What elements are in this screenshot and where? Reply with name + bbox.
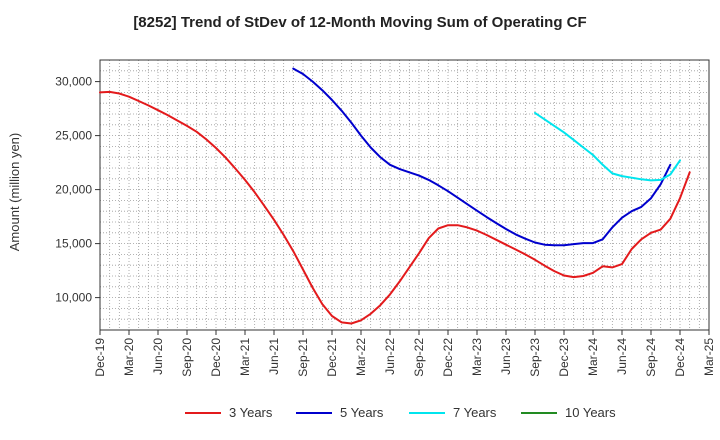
x-tick-label: Dec-21 xyxy=(325,338,339,377)
legend-swatch xyxy=(296,411,332,414)
legend-item-5-years: 5 Years xyxy=(296,405,383,420)
chart-title: [8252] Trend of StDev of 12-Month Moving… xyxy=(133,14,587,31)
y-tick-label: 15,000 xyxy=(55,237,92,251)
x-tick-label: Mar-23 xyxy=(470,338,484,376)
series-line-7-years xyxy=(534,111,681,182)
legend-label: 10 Years xyxy=(565,405,616,420)
x-tick-label: Sep-20 xyxy=(180,338,194,377)
x-tick-label: Sep-24 xyxy=(644,338,658,377)
y-tick-label: 20,000 xyxy=(55,183,92,197)
series-line-3-years xyxy=(99,90,691,325)
legend-item-10-years: 10 Years xyxy=(521,405,616,420)
x-tick-label: Jun-22 xyxy=(383,338,397,375)
x-tick-label: Dec-19 xyxy=(93,338,107,377)
legend-swatch xyxy=(185,411,221,414)
x-tick-label: Dec-23 xyxy=(557,338,571,377)
x-tick-label: Mar-24 xyxy=(586,338,600,376)
x-tick-label: Jun-23 xyxy=(499,338,513,375)
legend: 3 Years 5 Years 7 Years 10 Years xyxy=(0,405,720,427)
x-tick-label: Mar-20 xyxy=(122,338,136,376)
legend-item-7-years: 7 Years xyxy=(409,405,496,420)
y-tick-label: 10,000 xyxy=(55,291,92,305)
x-tick-label: Jun-24 xyxy=(615,338,629,375)
x-tick-label: Sep-22 xyxy=(412,338,426,377)
x-tick-label: Mar-22 xyxy=(354,338,368,376)
x-tick-label: Sep-23 xyxy=(528,338,542,377)
x-tick-label: Sep-21 xyxy=(296,338,310,377)
plot-background xyxy=(100,60,709,330)
series-lines xyxy=(99,67,691,325)
legend-label: 3 Years xyxy=(229,405,273,420)
y-axis-title: Amount (million yen) xyxy=(7,133,22,252)
x-tick-label: Dec-22 xyxy=(441,338,455,377)
legend-swatch xyxy=(409,411,445,414)
legend-label: 5 Years xyxy=(340,405,384,420)
y-tick-label: 30,000 xyxy=(55,75,92,89)
series-line-5-years xyxy=(292,67,672,247)
legend-swatch xyxy=(521,411,557,414)
plot-frame xyxy=(99,59,710,331)
x-tick-label: Jun-21 xyxy=(267,338,281,375)
x-axis: Dec-19 Mar-20 Jun-20 Sep-20 Dec-20 Mar-21 Jun-… xyxy=(93,330,716,377)
x-tick-label: Jun-20 xyxy=(151,338,165,375)
x-tick-label: Dec-20 xyxy=(209,338,223,377)
x-tick-label: Mar-21 xyxy=(238,338,252,376)
y-axis: 10,000 15,000 20,000 25,000 30,000 xyxy=(55,75,100,305)
x-tick-label: Dec-24 xyxy=(673,338,687,377)
y-tick-label: 25,000 xyxy=(55,129,92,143)
legend-label: 7 Years xyxy=(453,405,497,420)
legend-item-3-years: 3 Years xyxy=(185,405,272,420)
grid xyxy=(100,60,709,330)
x-tick-label: Mar-25 xyxy=(702,338,716,376)
